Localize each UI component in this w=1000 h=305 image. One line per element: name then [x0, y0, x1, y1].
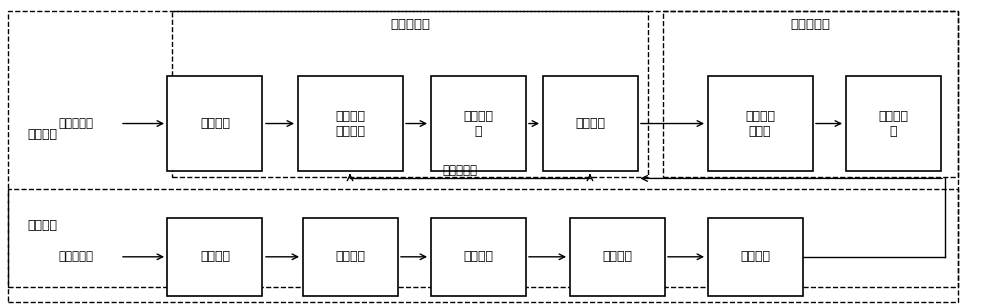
Bar: [298, 76, 402, 171]
Bar: [430, 76, 526, 171]
Text: 模型训练: 模型训练: [602, 250, 632, 263]
Text: 预处理过程: 预处理过程: [390, 18, 430, 31]
Text: 小图推理: 小图推理: [575, 117, 605, 130]
Bar: [172, 11, 648, 177]
Text: 浅层特征图: 浅层特征图: [442, 164, 478, 177]
Text: 切割成小
图: 切割成小 图: [463, 109, 493, 138]
Bar: [663, 11, 958, 177]
Text: 后处理过程: 后处理过程: [790, 18, 830, 31]
Bar: [8, 189, 958, 302]
Bar: [570, 218, 664, 296]
Text: 模型保存: 模型保存: [740, 250, 770, 263]
Bar: [846, 76, 940, 171]
Bar: [542, 76, 638, 171]
Text: 密度图矩
阵合并: 密度图矩 阵合并: [745, 109, 775, 138]
Bar: [708, 218, 802, 296]
Bar: [167, 218, 262, 296]
Text: 训练过程: 训练过程: [27, 219, 57, 232]
Bar: [708, 76, 812, 171]
Text: 原图裁剪: 原图裁剪: [200, 250, 230, 263]
Text: 元件标注: 元件标注: [335, 250, 365, 263]
Text: 计数过程: 计数过程: [27, 128, 57, 141]
Text: 搭建网络: 搭建网络: [463, 250, 493, 263]
Text: 黑边裁剪: 黑边裁剪: [200, 117, 230, 130]
Text: 待计数图像: 待计数图像: [58, 117, 94, 130]
Bar: [430, 218, 526, 296]
Bar: [302, 218, 398, 296]
Text: 元件图像集: 元件图像集: [58, 250, 94, 263]
Text: 检测外围
圆内围圆: 检测外围 圆内围圆: [335, 109, 365, 138]
Bar: [167, 76, 262, 171]
Text: 计数与绘
制: 计数与绘 制: [878, 109, 908, 138]
